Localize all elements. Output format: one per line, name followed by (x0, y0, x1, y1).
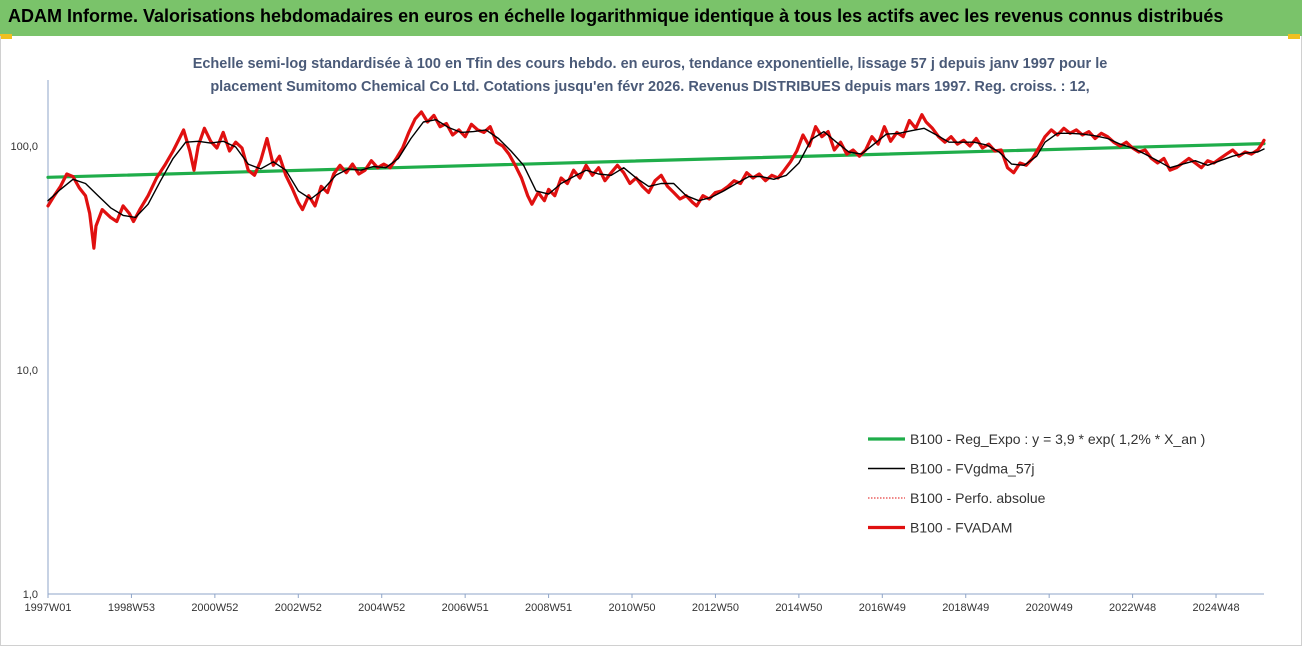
legend-label: B100 - FVADAM (910, 520, 1012, 536)
chart-title-line-1: Echelle semi-log standardisée à 100 en T… (192, 56, 1108, 72)
series-line-3 (46, 110, 1266, 250)
y-tick-label: 100,0 (10, 141, 38, 153)
legend-label: B100 - Perfo. absolue (910, 490, 1046, 506)
x-tick-label: 2022W48 (1109, 602, 1156, 614)
x-tick-label: 2016W49 (859, 602, 906, 614)
page-title: ADAM Informe. Valorisations hebdomadaire… (8, 6, 1224, 26)
chart-legend: B100 - Reg_Expo : y = 3,9 * exp( 1,2% * … (868, 431, 1205, 536)
series-line-1 (47, 119, 1265, 219)
legend-label: B100 - FVgdma_57j (910, 461, 1035, 477)
y-tick-label: 10,0 (17, 365, 38, 377)
legend-label: B100 - Reg_Expo : y = 3,9 * exp( 1,2% * … (910, 431, 1205, 447)
chart-title-line-2: placement Sumitomo Chemical Co Ltd. Cota… (210, 79, 1090, 95)
title-bar: ADAM Informe. Valorisations hebdomadaire… (0, 0, 1302, 36)
x-tick-label: 2012W50 (692, 602, 739, 614)
x-tick-label: 1998W53 (108, 602, 155, 614)
x-tick-label: 2020W49 (1026, 602, 1073, 614)
y-tick-label: 1,0 (23, 589, 38, 601)
x-tick-label: 2024W48 (1192, 602, 1239, 614)
x-tick-label: 2010W50 (608, 602, 655, 614)
chart-series (46, 110, 1266, 250)
x-tick-label: 2000W52 (191, 602, 238, 614)
x-tick-label: 2008W51 (525, 602, 572, 614)
x-tick-label: 2014W50 (775, 602, 822, 614)
x-tick-label: 2018W49 (942, 602, 989, 614)
x-tick-label: 2004W52 (358, 602, 405, 614)
corner-mark-right (1288, 34, 1300, 39)
x-tick-label: 2006W51 (442, 602, 489, 614)
corner-mark-left (0, 34, 12, 39)
x-tick-label: 2002W52 (275, 602, 322, 614)
x-tick-label: 1997W01 (24, 602, 71, 614)
